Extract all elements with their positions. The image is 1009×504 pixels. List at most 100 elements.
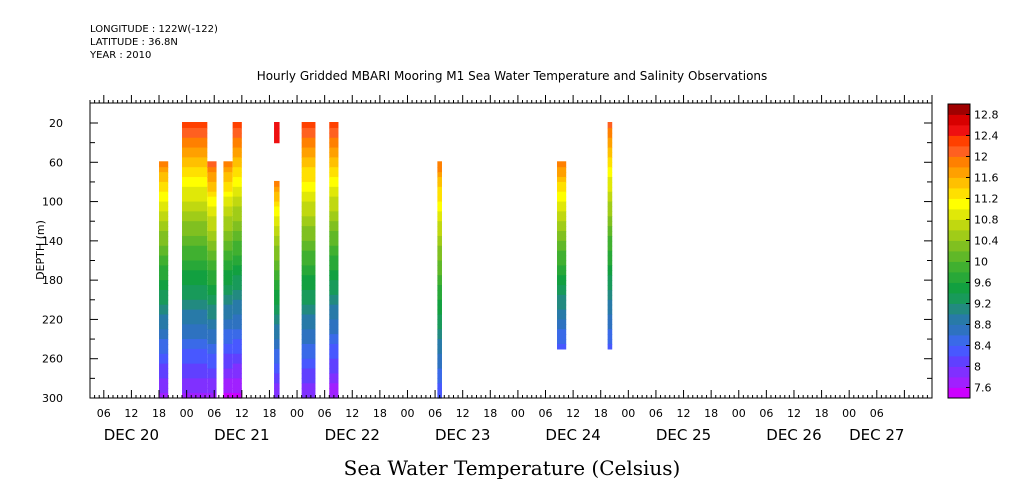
temperature-cell	[607, 122, 613, 129]
temperature-cell	[159, 240, 169, 247]
temperature-cell	[232, 358, 242, 365]
x-day-label: DEC 23	[435, 426, 490, 444]
temperature-cell	[207, 393, 217, 399]
temperature-cell	[274, 280, 280, 286]
temperature-cell	[159, 299, 169, 306]
temperature-cell	[607, 245, 613, 252]
temperature-cell	[329, 348, 339, 355]
temperature-cell	[207, 231, 217, 237]
temperature-cell	[207, 378, 217, 384]
temperature-cell	[329, 309, 339, 316]
temperature-cell	[274, 348, 280, 355]
temperature-cell	[232, 343, 242, 350]
data-segment	[557, 161, 567, 350]
temperature-cell	[557, 275, 567, 281]
temperature-cell	[329, 167, 339, 173]
temperature-cell	[223, 161, 233, 168]
colorbar-cell	[948, 230, 970, 241]
temperature-cell	[329, 378, 339, 384]
temperature-cell	[607, 240, 613, 247]
temperature-cell	[607, 216, 613, 222]
temperature-cell	[207, 285, 217, 291]
temperature-cell	[301, 122, 316, 129]
plot-frame	[89, 102, 933, 399]
temperature-cell	[329, 265, 339, 271]
temperature-cell	[159, 285, 169, 291]
temperature-cell	[223, 280, 233, 286]
temperature-cell	[159, 231, 169, 237]
temperature-cell	[223, 235, 233, 242]
temperature-cell	[274, 191, 280, 198]
temperature-cell	[557, 285, 567, 291]
temperature-cell	[274, 127, 280, 134]
temperature-cell	[329, 289, 339, 296]
temperature-cell	[607, 177, 613, 183]
temperature-cell	[274, 270, 280, 276]
temperature-cell	[232, 373, 242, 379]
temperature-cell	[437, 294, 442, 301]
temperature-cell	[437, 378, 442, 384]
colorbar-cell	[948, 146, 970, 157]
temperature-cell	[207, 299, 217, 306]
temperature-cell	[232, 167, 242, 173]
temperature-cell	[437, 348, 442, 355]
temperature-cell	[274, 245, 280, 252]
temperature-cell	[207, 343, 217, 350]
temperature-cell	[159, 343, 169, 350]
temperature-cell	[159, 339, 169, 345]
temperature-cell	[159, 167, 169, 173]
temperature-cell	[232, 196, 242, 203]
temperature-cell	[274, 309, 280, 316]
temperature-cell	[301, 285, 316, 291]
temperature-cell	[207, 304, 217, 311]
temperature-cell	[159, 221, 169, 227]
temperature-cell	[301, 329, 316, 335]
temperature-cell	[557, 324, 567, 330]
temperature-cell	[329, 280, 339, 286]
temperature-cell	[557, 172, 567, 178]
temperature-cell	[232, 250, 242, 257]
temperature-cell	[207, 235, 217, 242]
temperature-cell	[182, 226, 208, 232]
colorbar-cell	[948, 104, 970, 115]
axes: 20 60 100 140 180 220 260 300 06 12 18 00 06 12 18 00 06…	[42, 95, 933, 444]
temperature-cell	[274, 393, 280, 399]
temperature-cell	[182, 275, 208, 281]
temperature-cell	[223, 319, 233, 325]
temperature-cell	[182, 142, 208, 149]
y-tick-label: 20	[49, 117, 63, 130]
temperature-cell	[223, 334, 233, 340]
temperature-cell	[274, 260, 280, 267]
temperature-cell	[159, 388, 169, 394]
colorbar-cell	[948, 261, 970, 273]
x-day-label: DEC 21	[214, 426, 269, 444]
temperature-cell	[232, 157, 242, 163]
temperature-cell	[207, 250, 217, 257]
x-day-label: DEC 25	[656, 426, 711, 444]
temperature-cell	[557, 294, 567, 301]
temperature-cell	[182, 343, 208, 350]
temperature-cell	[274, 216, 280, 222]
temperature-cell	[182, 221, 208, 227]
temperature-cell	[557, 319, 567, 325]
plot-area	[159, 122, 613, 399]
temperature-cell	[223, 353, 233, 360]
temperature-cell	[223, 339, 233, 345]
temperature-cell	[557, 211, 567, 217]
x-tick-label: 18	[262, 407, 276, 420]
temperature-cell	[223, 294, 233, 301]
data-segment	[223, 161, 233, 399]
temperature-cell	[607, 304, 613, 311]
temperature-cell	[329, 152, 339, 158]
temperature-cell	[223, 216, 233, 222]
temperature-cell	[274, 353, 280, 360]
colorbar-tick-label: 12.4	[974, 130, 999, 143]
colorbar-cell	[948, 114, 970, 126]
temperature-cell	[274, 196, 280, 203]
temperature-cell	[182, 324, 208, 330]
longitude-label: LONGITUDE : 122W(-122)	[90, 24, 218, 35]
temperature-cell	[232, 270, 242, 276]
x-tick-label: 00	[180, 407, 194, 420]
y-tick-label: 140	[42, 235, 63, 248]
temperature-cell	[207, 245, 217, 252]
